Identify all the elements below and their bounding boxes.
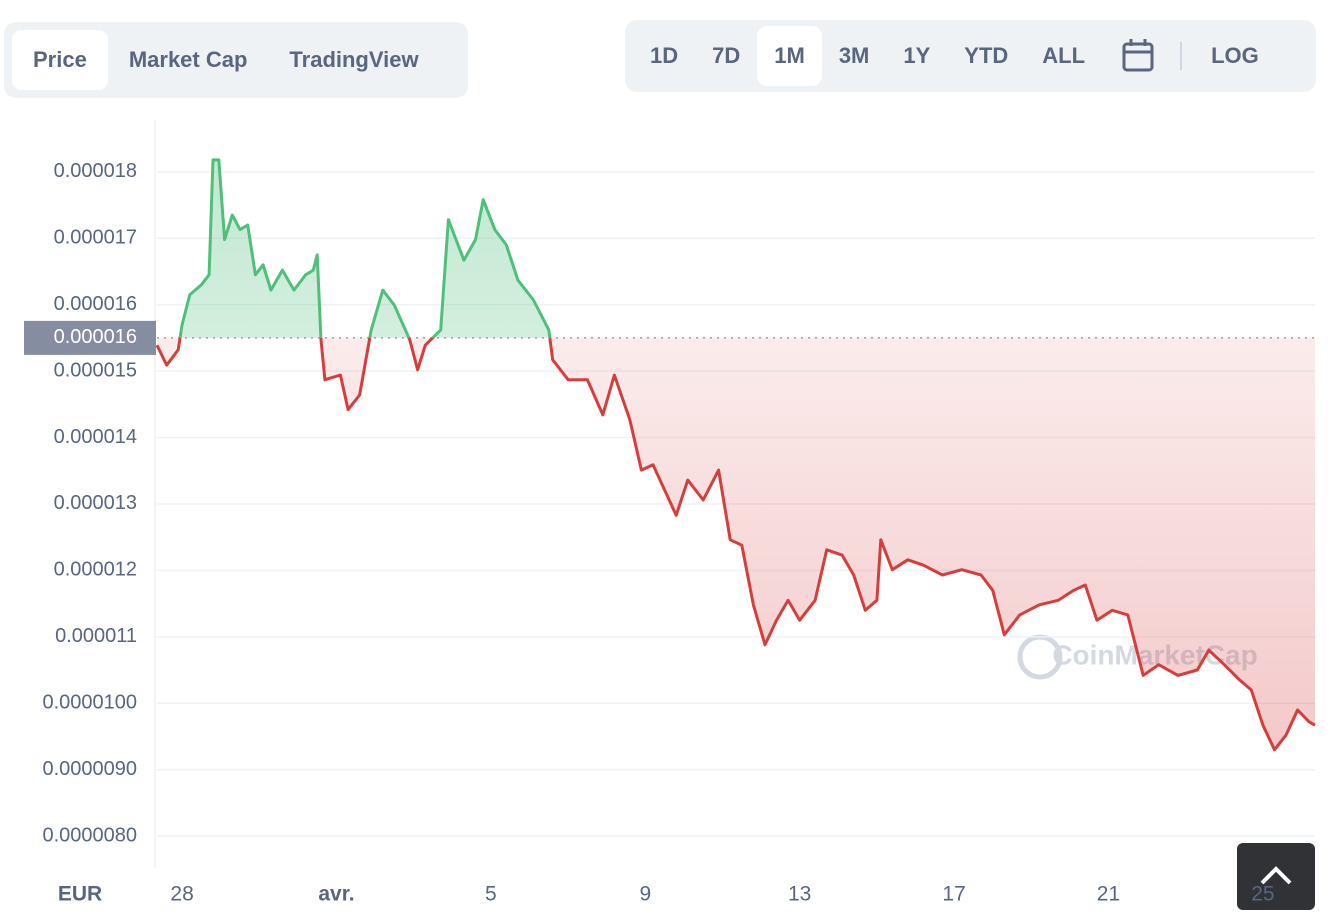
x-tick-label: 9 — [639, 883, 651, 906]
tab-button[interactable]: Price — [12, 30, 108, 90]
x-tick-label: 13 — [788, 883, 811, 906]
calendar-icon[interactable] — [1102, 36, 1172, 76]
y-tick-label: 0.000012 — [54, 559, 137, 581]
separator — [1180, 42, 1183, 70]
range-button[interactable]: 7D — [712, 43, 741, 68]
currency-label: EUR — [58, 883, 102, 906]
y-tick-label: 0.000013 — [54, 492, 137, 514]
y-tick-label: 0.000014 — [54, 426, 137, 448]
log-button[interactable]: LOG — [1211, 43, 1259, 68]
x-tick-label: 28 — [170, 883, 193, 906]
tab-button[interactable]: Market Cap — [128, 47, 248, 72]
y-tick-label: 0.000017 — [54, 227, 137, 249]
y-tick-label: 0.0000090 — [42, 758, 137, 780]
y-tick-label: 0.000011 — [55, 625, 137, 647]
range-bar: 1D 7D 1M 3M 1Y YTD ALL LOG — [625, 20, 1316, 92]
x-tick-label: 25 — [1251, 883, 1274, 906]
range-button[interactable]: 3M — [838, 43, 870, 68]
chevron-icon — [1260, 866, 1292, 885]
range-button[interactable]: YTD — [964, 43, 1009, 68]
x-tick-label: 21 — [1097, 883, 1120, 906]
range-button[interactable]: 1M — [757, 26, 822, 86]
y-tick-label: 0.0000100 — [42, 692, 137, 714]
area-up — [180, 159, 550, 338]
tab-bar: Price Market Cap TradingView — [4, 22, 468, 98]
scroll-top-button[interactable] — [1237, 843, 1315, 910]
x-tick-label: 17 — [942, 883, 965, 906]
price-line-up — [178, 158, 552, 338]
y-tick-label: 0.0000080 — [42, 824, 137, 846]
range-button[interactable]: 1Y — [903, 43, 931, 68]
y-tick-label: 0.000016 — [54, 293, 137, 315]
x-tick-label: avr. — [318, 883, 354, 906]
reference-label: 0.000016 — [54, 326, 137, 348]
area-down — [157, 337, 1315, 750]
price-line-down — [155, 337, 1316, 752]
y-tick-label: 0.000015 — [54, 359, 137, 381]
range-button[interactable]: 1D — [650, 43, 679, 68]
y-tick-label: 0.000018 — [54, 160, 137, 182]
tab-button[interactable]: TradingView — [289, 47, 419, 72]
reference-label-box — [24, 320, 156, 355]
range-button[interactable]: ALL — [1042, 43, 1086, 68]
x-tick-label: 5 — [485, 883, 497, 906]
